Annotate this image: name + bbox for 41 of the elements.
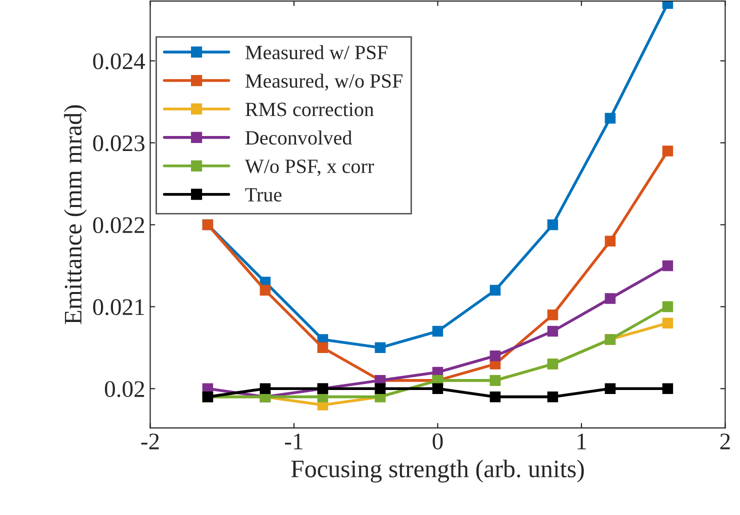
point — [260, 284, 271, 296]
point — [432, 383, 444, 394]
legend-label: Deconvolved — [245, 130, 352, 145]
point — [490, 350, 501, 362]
legend-label: Measured, w/o PSF — [245, 74, 402, 91]
y-tick-label: 0.024 — [93, 53, 145, 70]
x-axis-title: Focusing strength (arb. units) — [291, 460, 584, 483]
point — [604, 112, 616, 124]
y-tick-label: 0.021 — [93, 299, 144, 316]
point — [662, 146, 674, 156]
point — [260, 383, 271, 394]
point — [547, 391, 558, 402]
y-tick-label: 0.022 — [93, 217, 144, 234]
point — [490, 284, 501, 296]
point — [662, 301, 674, 312]
point — [432, 326, 444, 337]
legend-label: W/o PSF, x corr — [244, 160, 374, 176]
point — [547, 326, 558, 337]
point — [374, 342, 386, 354]
x-tick-label: 2 — [720, 434, 730, 450]
point — [662, 383, 674, 394]
x-tick-label: 0 — [432, 434, 443, 450]
legend-label: RMS correction — [245, 102, 374, 116]
y-tick-label: 0.02 — [104, 381, 144, 398]
point — [547, 219, 558, 230]
y-axis-title: Emittance (mm mrad) — [64, 105, 87, 324]
legend-label: True — [245, 188, 282, 202]
point — [604, 236, 616, 247]
x-tick-label: -2 — [141, 434, 159, 450]
point — [662, 318, 674, 328]
point — [490, 391, 501, 402]
x-tick-label: -1 — [285, 434, 302, 450]
point — [547, 310, 558, 320]
point — [662, 260, 674, 272]
x-tick-label: 1 — [578, 434, 586, 450]
point — [604, 383, 616, 394]
point — [317, 342, 328, 354]
y-tick-label: 0.023 — [93, 135, 144, 152]
point — [604, 293, 616, 304]
legend-label: Measured w/ PSF — [245, 45, 388, 60]
point — [374, 383, 386, 394]
